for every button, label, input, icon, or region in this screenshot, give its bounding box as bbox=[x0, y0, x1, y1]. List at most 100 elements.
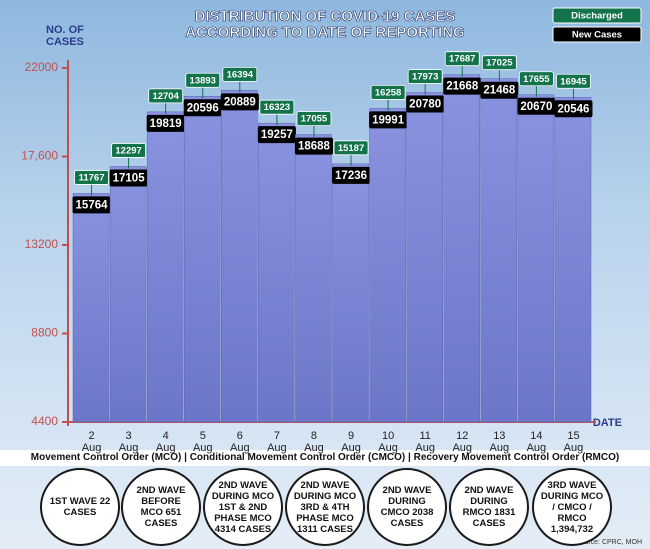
new-cases-label: 20889 bbox=[224, 96, 256, 108]
discharged-label-box bbox=[444, 51, 480, 67]
discharged-label-box bbox=[111, 143, 147, 158]
discharged-label: 11767 bbox=[79, 172, 105, 183]
discharged-label: 17025 bbox=[486, 58, 513, 69]
new-cases-label: 19257 bbox=[261, 129, 293, 141]
source: Source: CPRC, MOH bbox=[575, 539, 642, 546]
y-axis-label: NO. OF CASES bbox=[46, 24, 84, 48]
footer: Movement Control Order (MCO) | Condition… bbox=[0, 450, 650, 466]
new-cases-label: 18688 bbox=[298, 141, 331, 153]
y-tick-label: 13200 bbox=[25, 237, 59, 251]
new-cases-label-box bbox=[554, 100, 593, 118]
new-cases-label-box bbox=[294, 137, 333, 155]
discharged-label-box bbox=[296, 111, 332, 127]
bar bbox=[258, 122, 295, 423]
legend-label: New Cases bbox=[572, 30, 622, 41]
discharged-label-box bbox=[481, 55, 517, 71]
wave-circle: 3RD WAVE DURING MCO / CMCO / RMCO 1,394,… bbox=[532, 468, 612, 546]
x-tick-label: 5 Aug bbox=[192, 430, 213, 454]
bar bbox=[72, 193, 110, 423]
discharged-label-box bbox=[259, 99, 295, 115]
bar bbox=[221, 90, 258, 423]
wave-circle: 2ND WAVE DURING CMCO 2038 CASES bbox=[367, 468, 447, 546]
new-cases-label: 21668 bbox=[446, 81, 479, 93]
discharged-label: 16258 bbox=[375, 87, 401, 98]
new-cases-label-box bbox=[443, 77, 482, 95]
new-cases-label-box bbox=[369, 111, 408, 129]
y-tick-label: 8800 bbox=[31, 326, 58, 340]
new-cases-label: 17236 bbox=[335, 170, 367, 182]
wave-circle: 2ND WAVE BEFORE MCO 651 CASES bbox=[121, 468, 201, 546]
bar bbox=[295, 134, 332, 423]
new-cases-label-box bbox=[406, 95, 445, 113]
x-tick-label: 14 Aug bbox=[526, 430, 547, 454]
discharged-label: 16394 bbox=[227, 69, 254, 80]
new-cases-label: 21468 bbox=[483, 85, 516, 97]
bar bbox=[554, 96, 592, 423]
bar bbox=[517, 94, 555, 423]
new-cases-label-box bbox=[109, 169, 148, 187]
discharged-label: 16945 bbox=[560, 76, 587, 87]
discharged-label-box bbox=[556, 73, 591, 89]
discharged-label: 17687 bbox=[449, 54, 475, 65]
x-tick-label: 13 Aug bbox=[489, 430, 510, 454]
new-cases-label-box bbox=[146, 114, 185, 132]
bar bbox=[480, 78, 518, 423]
discharged-label: 13893 bbox=[190, 75, 216, 86]
discharged-label: 17655 bbox=[523, 74, 550, 85]
bar bbox=[406, 92, 443, 423]
chart-subtitle: ACCORDING TO DATE OF REPORTING bbox=[185, 24, 464, 41]
discharged-label: 12704 bbox=[152, 91, 179, 102]
discharged-label-box bbox=[407, 69, 443, 84]
legend-label: Discharged bbox=[571, 11, 623, 22]
new-cases-label-box bbox=[517, 97, 556, 115]
discharged-label-box bbox=[222, 66, 258, 82]
y-tick-label: 22000 bbox=[25, 60, 59, 74]
x-tick-label: 11 Aug bbox=[415, 430, 435, 454]
legend-swatch bbox=[552, 26, 642, 43]
wave-circle: 1ST WAVE 22 CASES bbox=[40, 468, 120, 546]
x-tick-label: 2 Aug bbox=[81, 430, 102, 454]
new-cases-label-box bbox=[183, 99, 222, 117]
legend-swatch bbox=[552, 7, 642, 24]
x-tick-label: 4 Aug bbox=[155, 430, 176, 454]
new-cases-label-box bbox=[257, 126, 296, 144]
bar bbox=[183, 95, 221, 423]
new-cases-label-box bbox=[72, 196, 111, 214]
discharged-label: 17055 bbox=[301, 114, 328, 125]
bar bbox=[109, 166, 147, 423]
bar bbox=[146, 111, 184, 423]
new-cases-label: 19991 bbox=[372, 114, 405, 126]
new-cases-label-box bbox=[332, 166, 371, 184]
x-tick-label: 15 Aug bbox=[563, 430, 584, 454]
discharged-label: 16323 bbox=[264, 102, 290, 113]
wave-circle: 2ND WAVE DURING MCO 1ST & 2ND PHASE MCO … bbox=[203, 468, 283, 546]
new-cases-label-box bbox=[220, 93, 259, 111]
discharged-label-box bbox=[518, 71, 554, 87]
new-cases-label: 20596 bbox=[187, 102, 219, 114]
y-tick-label: 17,600 bbox=[21, 149, 58, 163]
x-tick-label: 9 Aug bbox=[341, 430, 361, 454]
new-cases-label: 20780 bbox=[409, 99, 441, 111]
discharged-label-box bbox=[333, 140, 369, 156]
discharged-label: 15187 bbox=[338, 143, 364, 154]
new-cases-label: 20670 bbox=[520, 101, 552, 113]
new-cases-label: 19819 bbox=[150, 118, 182, 130]
x-tick-label: 8 Aug bbox=[304, 430, 324, 454]
y-tick-label: 4400 bbox=[31, 414, 58, 428]
new-cases-label: 17105 bbox=[113, 172, 146, 184]
discharged-label-box bbox=[185, 72, 221, 88]
bar bbox=[443, 74, 481, 423]
x-tick-label: 7 Aug bbox=[267, 430, 287, 454]
discharged-label-box bbox=[370, 85, 406, 100]
wave-circle: 2ND WAVE DURING MCO 3RD & 4TH PHASE MCO … bbox=[285, 468, 365, 546]
discharged-label-box bbox=[74, 170, 109, 185]
x-tick-label: 3 Aug bbox=[118, 430, 139, 454]
new-cases-label: 20546 bbox=[557, 103, 589, 115]
new-cases-label: 15764 bbox=[76, 199, 109, 211]
discharged-label-box bbox=[148, 88, 184, 104]
x-axis-label: DATE bbox=[593, 417, 622, 429]
x-tick-label: 10 Aug bbox=[378, 430, 398, 454]
x-tick-label: 6 Aug bbox=[230, 430, 250, 454]
